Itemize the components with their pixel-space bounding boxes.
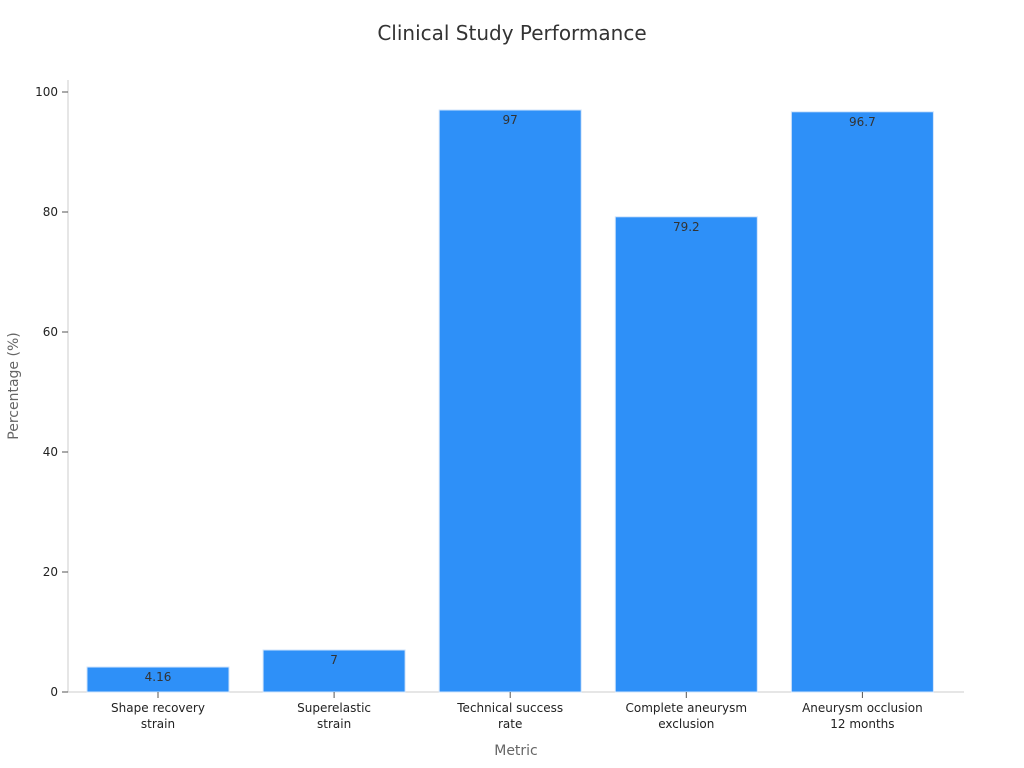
x-tick-label: 12 months — [830, 717, 894, 731]
y-tick-label: 40 — [43, 445, 58, 459]
x-tick-label: exclusion — [658, 717, 714, 731]
x-tick-label: Complete aneurysm — [626, 701, 748, 715]
x-axis-label: Metric — [494, 743, 538, 759]
x-tick-label: strain — [317, 717, 351, 731]
y-tick-label: 20 — [43, 565, 58, 579]
y-axis-label: Percentage (%) — [6, 332, 22, 439]
y-tick-label: 60 — [43, 325, 58, 339]
y-tick-label: 0 — [50, 685, 58, 699]
bar — [262, 649, 406, 693]
y-tick-label: 80 — [43, 205, 58, 219]
bar — [614, 216, 758, 693]
x-tick-label: Superelastic — [297, 701, 371, 715]
bar-value-label: 96.7 — [849, 115, 876, 129]
bar — [790, 111, 934, 693]
bars: 4.16 7 97 79.2 96.7 — [86, 109, 934, 693]
x-tick-label: Shape recovery — [111, 701, 205, 715]
bar — [438, 109, 582, 693]
bar-value-label: 4.16 — [145, 670, 172, 684]
x-tick-label: strain — [141, 717, 175, 731]
x-tick-label: rate — [498, 717, 522, 731]
x-tick-label: Aneurysm occlusion — [802, 701, 923, 715]
bar-value-label: 97 — [503, 113, 518, 127]
bar-value-label: 7 — [330, 653, 338, 667]
y-axis-ticks: 0 20 40 60 80 100 — [35, 85, 68, 699]
chart-title: Clinical Study Performance — [377, 21, 646, 45]
bar — [86, 666, 230, 693]
x-tick-label: Technical success — [456, 701, 563, 715]
bar-value-label: 79.2 — [673, 220, 700, 234]
x-axis-ticks: Shape recovery strain Superelastic strain Te… — [111, 692, 923, 731]
y-tick-label: 100 — [35, 85, 58, 99]
